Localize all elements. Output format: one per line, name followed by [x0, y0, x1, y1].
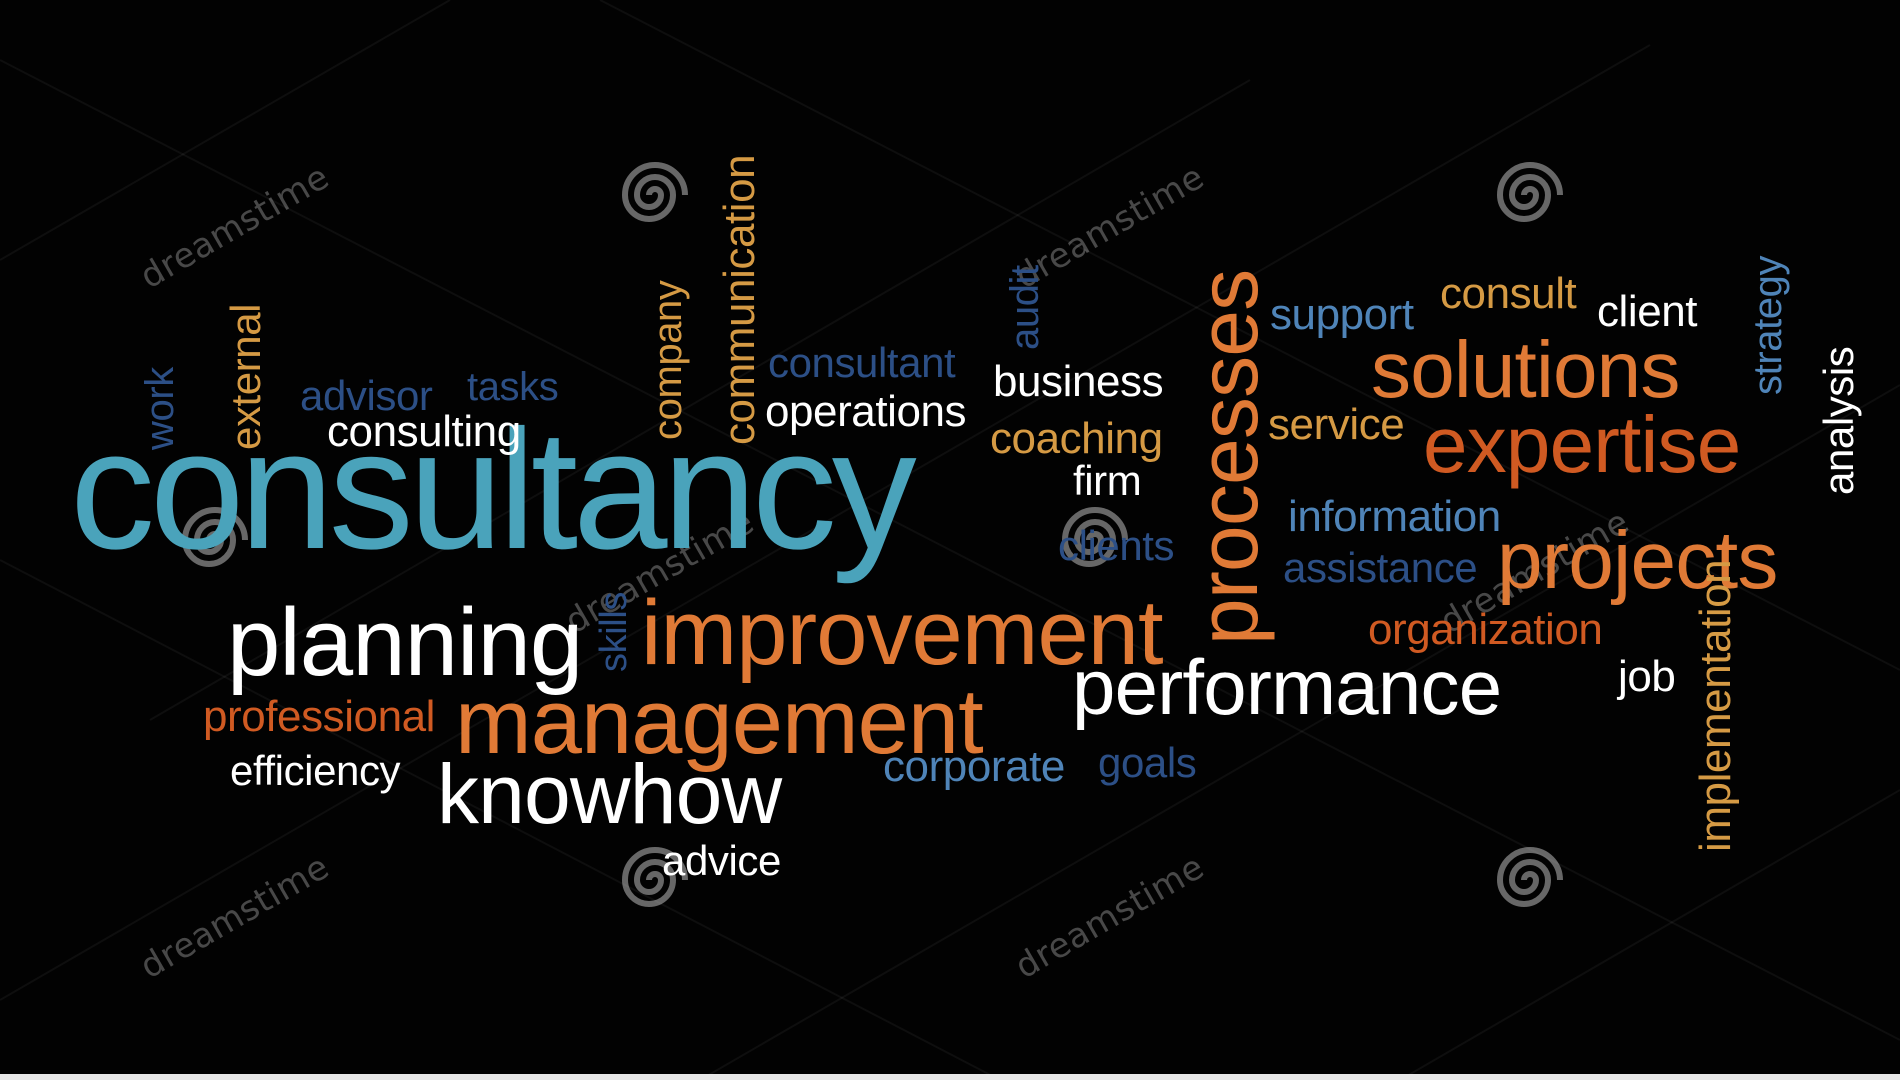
word-coaching: coaching: [990, 414, 1163, 463]
word-knowhow: knowhow: [437, 747, 782, 841]
word-clients: clients: [1058, 522, 1175, 569]
watermark-swirl-icon: [1496, 162, 1563, 222]
watermark-swirl-icon: [621, 162, 688, 222]
word-organization: organization: [1368, 605, 1603, 654]
word-business: business: [993, 357, 1164, 406]
word-corporate: corporate: [883, 742, 1065, 791]
word-processes: processes: [1181, 269, 1275, 645]
watermark-swirl-icon: [1061, 507, 1128, 567]
word-consultant: consultant: [768, 339, 956, 386]
word-operations: operations: [765, 387, 967, 436]
word-assistance: assistance: [1283, 544, 1478, 591]
word-consulting: consulting: [327, 407, 521, 456]
word-company: company: [646, 280, 690, 440]
word-information: information: [1288, 492, 1501, 541]
word-strategy: strategy: [1746, 255, 1790, 395]
word-advisor: advisor: [300, 372, 433, 419]
word-client: client: [1597, 287, 1698, 336]
word-consultancy: consultancy: [70, 395, 917, 585]
watermark-swirl-icon: [181, 507, 248, 567]
watermark-swirl-icon: [621, 847, 688, 907]
word-firm: firm: [1073, 457, 1142, 504]
word-management: management: [455, 671, 984, 773]
word-communication: communication: [715, 154, 764, 445]
word-consult: consult: [1440, 269, 1577, 318]
word-analysis: analysis: [1815, 346, 1862, 495]
word-goals: goals: [1098, 739, 1197, 786]
word-improvement: improvement: [641, 582, 1164, 684]
word-solutions: solutions: [1371, 325, 1680, 414]
word-advice: advice: [662, 837, 781, 884]
word-support: support: [1270, 290, 1414, 339]
word-expertise: expertise: [1423, 400, 1741, 489]
word-planning: planning: [227, 589, 583, 696]
word-efficiency: efficiency: [230, 747, 401, 794]
word-tasks: tasks: [467, 365, 559, 409]
word-skills: skills: [593, 591, 635, 672]
word-work: work: [138, 367, 182, 450]
word-implementation: implementation: [1691, 559, 1740, 852]
word-external: external: [222, 303, 269, 450]
bottom-edge-strip: [0, 1074, 1900, 1080]
watermark-swirl-icon: [1496, 847, 1563, 907]
word-service: service: [1268, 400, 1405, 449]
word-professional: professional: [203, 692, 435, 741]
word-projects: projects: [1497, 515, 1778, 606]
word-audit: audit: [1003, 265, 1047, 350]
word-job: job: [1618, 652, 1676, 701]
word-performance: performance: [1072, 643, 1502, 731]
